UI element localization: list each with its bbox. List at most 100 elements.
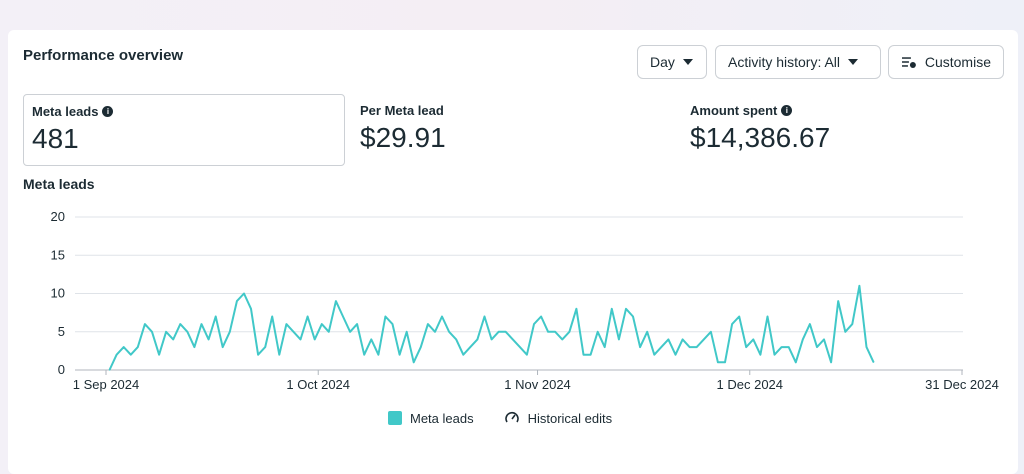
data-point[interactable] (229, 331, 231, 333)
data-point[interactable] (420, 346, 422, 348)
info-icon[interactable]: i (102, 106, 114, 117)
data-point[interactable] (285, 323, 287, 325)
data-point[interactable] (696, 346, 698, 348)
data-point[interactable] (703, 338, 705, 340)
data-point[interactable] (724, 361, 726, 363)
data-point[interactable] (278, 354, 280, 356)
data-point[interactable] (137, 346, 139, 348)
data-point[interactable] (667, 338, 670, 340)
data-point[interactable] (823, 338, 825, 340)
data-point[interactable] (590, 354, 592, 356)
data-point[interactable] (179, 323, 181, 325)
data-point[interactable] (384, 315, 386, 318)
data-point[interactable] (123, 346, 125, 348)
data-point[interactable] (505, 331, 507, 333)
data-point[interactable] (597, 331, 599, 333)
metric-meta-leads[interactable]: Meta leads i 481 (23, 94, 345, 166)
data-point[interactable] (759, 354, 762, 356)
customise-button[interactable]: Customise (888, 45, 1004, 79)
data-point[interactable] (321, 323, 323, 325)
data-point[interactable] (498, 331, 500, 333)
data-point[interactable] (257, 354, 259, 356)
data-point[interactable] (349, 331, 351, 333)
data-point[interactable] (802, 338, 804, 340)
data-point[interactable] (604, 346, 606, 348)
data-point[interactable] (116, 354, 118, 356)
data-point[interactable] (561, 338, 563, 340)
legend-item-historical-edits[interactable]: Historical edits (504, 410, 612, 426)
data-point[interactable] (377, 354, 379, 356)
data-point[interactable] (448, 331, 450, 333)
data-point[interactable] (328, 331, 330, 333)
data-point[interactable] (208, 338, 210, 340)
data-point[interactable] (837, 300, 839, 302)
data-point[interactable] (469, 346, 471, 348)
data-point[interactable] (108, 369, 111, 371)
data-point[interactable] (215, 315, 217, 318)
data-point[interactable] (646, 331, 648, 333)
data-point[interactable] (781, 346, 783, 348)
data-point[interactable] (639, 346, 641, 348)
data-point[interactable] (314, 338, 316, 340)
data-point[interactable] (476, 338, 478, 340)
data-point[interactable] (773, 354, 776, 356)
data-point[interactable] (455, 338, 457, 340)
data-point[interactable] (873, 361, 875, 363)
data-point[interactable] (568, 331, 571, 333)
data-point[interactable] (264, 346, 266, 348)
data-point[interactable] (151, 331, 153, 333)
data-point[interactable] (717, 361, 719, 363)
data-point[interactable] (434, 331, 436, 333)
data-point[interactable] (618, 338, 620, 340)
data-point[interactable] (399, 354, 401, 356)
data-point[interactable] (292, 331, 295, 333)
data-point[interactable] (307, 315, 309, 318)
data-point[interactable] (193, 346, 195, 348)
data-point[interactable] (540, 315, 542, 318)
data-point[interactable] (165, 331, 167, 333)
data-point[interactable] (356, 323, 358, 325)
data-point[interactable] (370, 338, 372, 340)
data-point[interactable] (335, 300, 337, 302)
data-point[interactable] (554, 331, 556, 333)
data-point[interactable] (858, 285, 861, 287)
data-point[interactable] (271, 315, 273, 318)
data-point[interactable] (222, 346, 224, 348)
data-point[interactable] (738, 315, 740, 318)
data-point[interactable] (533, 323, 535, 325)
data-point[interactable] (611, 308, 613, 310)
data-point[interactable] (186, 331, 188, 333)
day-dropdown[interactable]: Day (637, 45, 707, 79)
data-point[interactable] (660, 346, 662, 348)
data-point[interactable] (363, 354, 365, 356)
data-point[interactable] (745, 346, 747, 348)
data-point[interactable] (674, 354, 677, 356)
series-line-meta-leads[interactable] (108, 284, 875, 371)
data-point[interactable] (299, 338, 302, 340)
data-point[interactable] (526, 354, 528, 356)
data-point[interactable] (441, 315, 443, 318)
data-point[interactable] (689, 346, 691, 348)
data-point[interactable] (130, 354, 132, 356)
legend-item-meta-leads[interactable]: Meta leads (388, 411, 474, 426)
data-point[interactable] (391, 323, 394, 325)
data-point[interactable] (788, 346, 790, 348)
data-point[interactable] (625, 308, 627, 310)
data-point[interactable] (865, 346, 868, 348)
data-point[interactable] (250, 308, 252, 310)
data-point[interactable] (547, 331, 549, 333)
data-point[interactable] (158, 354, 160, 356)
data-point[interactable] (172, 338, 174, 340)
data-point[interactable] (427, 323, 429, 325)
data-point[interactable] (413, 361, 415, 363)
data-point[interactable] (816, 346, 818, 348)
data-point[interactable] (710, 331, 712, 333)
data-point[interactable] (830, 361, 832, 363)
data-point[interactable] (144, 323, 146, 325)
data-point[interactable] (731, 323, 733, 325)
data-point[interactable] (519, 346, 521, 348)
data-point[interactable] (582, 354, 585, 356)
data-point[interactable] (462, 354, 464, 356)
data-point[interactable] (236, 300, 238, 302)
data-point[interactable] (243, 292, 245, 295)
